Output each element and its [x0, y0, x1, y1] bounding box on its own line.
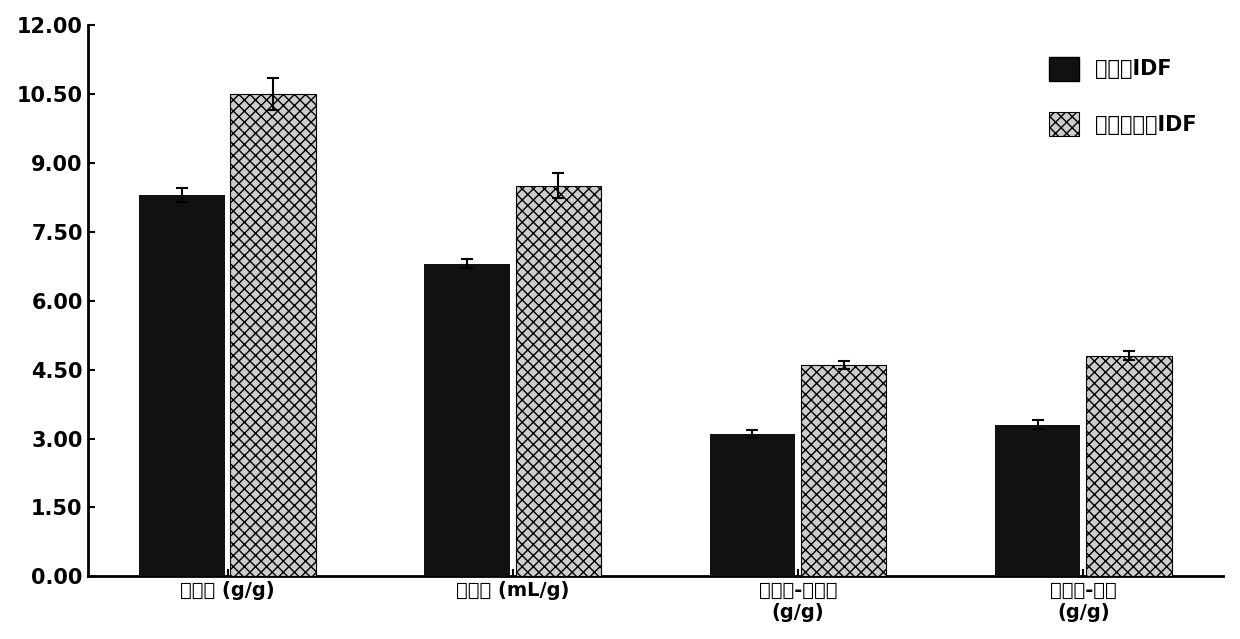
Legend: 未改性IDF, 复合酶改性IDF: 未改性IDF, 复合酶改性IDF [1039, 46, 1208, 146]
Bar [1086, 356, 1172, 576]
Bar [994, 425, 1080, 576]
Bar [801, 365, 887, 576]
Bar [516, 185, 601, 576]
Bar [424, 264, 510, 576]
Bar [709, 434, 795, 576]
Bar [139, 195, 224, 576]
Bar [231, 94, 316, 576]
